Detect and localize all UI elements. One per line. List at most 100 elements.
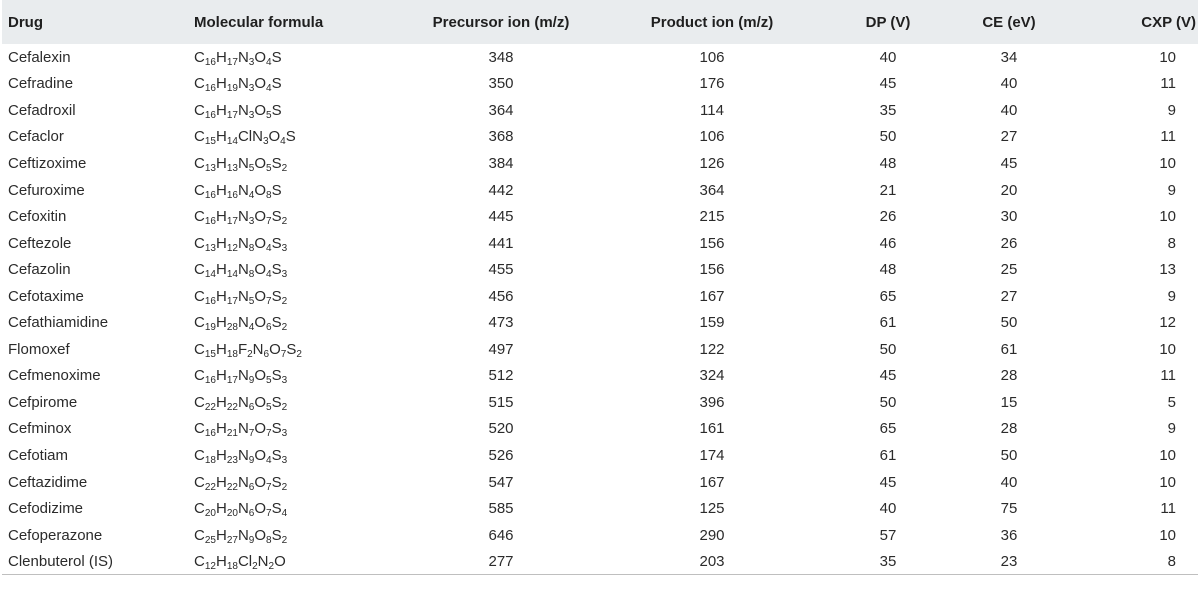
cell-ce: 23 bbox=[948, 548, 1070, 576]
formula-element: O bbox=[254, 75, 267, 93]
formula-subscript: 20 bbox=[204, 508, 216, 520]
formula-subscript: 7 bbox=[266, 481, 272, 493]
formula-element: C bbox=[194, 101, 205, 119]
formula-subscript: 25 bbox=[204, 534, 216, 546]
formula-element: S bbox=[271, 420, 282, 438]
cell-precursor-ion: 512 bbox=[488, 367, 514, 385]
cell-ce: 34 bbox=[1000, 48, 1018, 66]
formula-subscript: 7 bbox=[248, 428, 255, 440]
formula-element: N bbox=[237, 75, 249, 93]
cell-drug: Cefoperazone bbox=[8, 526, 103, 544]
formula-subscript: 5 bbox=[248, 295, 255, 307]
cell-drug: Cefadroxil bbox=[8, 101, 76, 119]
cell-drug: Cefradine bbox=[8, 75, 74, 93]
cell-precursor-ion: 441 bbox=[488, 234, 514, 252]
formula-subscript: 4 bbox=[266, 83, 272, 95]
cell-product-ion: 156 bbox=[699, 261, 725, 279]
formula-subscript: 8 bbox=[266, 189, 272, 201]
cell-ce: 15 bbox=[1000, 393, 1018, 411]
formula-element: Cl bbox=[237, 552, 253, 570]
cell-product-ion: 174 bbox=[699, 446, 725, 464]
cell-dp: 35 bbox=[879, 101, 897, 119]
formula-subscript: 2 bbox=[281, 481, 288, 493]
cell-cxp: 9 bbox=[1167, 287, 1176, 305]
formula-subscript: 9 bbox=[248, 534, 255, 546]
formula-element: H bbox=[215, 473, 227, 491]
cell-precursor-ion: 473 bbox=[488, 314, 514, 332]
formula-subscript: 2 bbox=[252, 560, 258, 572]
formula-subscript: 2 bbox=[281, 534, 288, 546]
formula-element: O bbox=[254, 473, 267, 491]
cell-drug: Cefotaxime bbox=[8, 287, 84, 305]
header-precursor-ion: Precursor ion (m/z) bbox=[432, 13, 570, 31]
cell-dp: 48 bbox=[879, 261, 897, 279]
cell-cxp: 11 bbox=[1160, 500, 1176, 518]
formula-subscript: 4 bbox=[280, 136, 286, 148]
cell-precursor-ion: 350 bbox=[488, 75, 514, 93]
formula-element: H bbox=[215, 154, 227, 172]
cell-drug: Clenbuterol (IS) bbox=[2, 548, 188, 576]
cell-product-ion: 125 bbox=[699, 500, 725, 518]
formula-element: S bbox=[271, 500, 282, 518]
cell-drug: Ceftazidime bbox=[8, 473, 88, 491]
cell-molecular-formula: C16H17N3O5S bbox=[188, 97, 406, 124]
formula-element: N bbox=[237, 393, 249, 411]
cell-molecular-formula: C16H21N7O7S3 bbox=[188, 416, 406, 443]
cell-cxp: 10 bbox=[1159, 208, 1176, 226]
formula-element: S bbox=[271, 526, 282, 544]
cell-dp: 65 bbox=[879, 420, 897, 438]
cell-precursor-ion: 442 bbox=[488, 181, 514, 199]
formula-subscript: 16 bbox=[204, 295, 216, 307]
formula-element: C bbox=[194, 234, 205, 252]
cell-product-ion: 159 bbox=[699, 314, 725, 332]
formula-element: O bbox=[254, 181, 267, 199]
cell-precursor-ion: 277 bbox=[406, 548, 596, 576]
cell-molecular-formula: C12H18Cl2N2O bbox=[188, 548, 406, 576]
formula-element: N bbox=[237, 314, 249, 332]
formula-element: H bbox=[215, 393, 227, 411]
formula-element: O bbox=[269, 340, 281, 358]
cell-molecular-formula: C16H17N3O7S2 bbox=[188, 203, 406, 230]
formula-element: C bbox=[194, 287, 205, 305]
cell-ce: 28 bbox=[1000, 367, 1018, 385]
table-row: Cefodizime C20H20N6O7S4 585 125 40 75 11 bbox=[2, 495, 1198, 522]
cell-drug: Ceftezole bbox=[8, 234, 72, 252]
formula-subscript: 8 bbox=[266, 534, 272, 546]
cell-dp: 26 bbox=[879, 208, 897, 226]
formula-subscript: 6 bbox=[266, 322, 272, 334]
formula-subscript: 23 bbox=[226, 454, 238, 466]
cell-drug: Flomoxef bbox=[8, 340, 70, 358]
cell-molecular-formula: C13H13N5O5S2 bbox=[188, 150, 406, 177]
formula-subscript: 4 bbox=[266, 269, 272, 281]
cell-ce: 40 bbox=[1000, 473, 1018, 491]
cell-ce: 27 bbox=[1000, 128, 1018, 146]
cell-dp: 45 bbox=[879, 367, 897, 385]
formula-subscript: 18 bbox=[226, 348, 238, 360]
cell-molecular-formula: C20H20N6O7S4 bbox=[188, 495, 406, 522]
cell-molecular-formula: C15H18F2N6O7S2 bbox=[188, 336, 406, 363]
header-dp: DP (V) bbox=[865, 13, 911, 31]
formula-element: N bbox=[237, 154, 249, 172]
cell-dp: 48 bbox=[879, 154, 897, 172]
formula-subscript: 2 bbox=[281, 162, 288, 174]
formula-subscript: 12 bbox=[226, 242, 238, 254]
cell-precursor-ion: 547 bbox=[488, 473, 514, 491]
cell-precursor-ion: 456 bbox=[488, 287, 514, 305]
formula-element: N bbox=[237, 420, 249, 438]
formula-subscript: 14 bbox=[226, 136, 238, 148]
formula-subscript: 6 bbox=[248, 508, 255, 520]
cell-molecular-formula: C18H23N9O4S3 bbox=[188, 442, 406, 469]
formula-element: C bbox=[194, 314, 205, 332]
formula-element: H bbox=[215, 181, 227, 199]
formula-element: C bbox=[194, 393, 205, 411]
cell-ce: 45 bbox=[1000, 154, 1018, 172]
formula-subscript: 14 bbox=[226, 269, 238, 281]
formula-subscript: 3 bbox=[281, 375, 288, 387]
cell-cxp: 9 bbox=[1167, 181, 1176, 199]
cell-drug: Cefpirome bbox=[8, 393, 78, 411]
formula-subscript: 8 bbox=[248, 242, 255, 254]
table-row: Cefoperazone C25H27N9O8S2 646 290 57 36 10 bbox=[2, 522, 1198, 549]
cell-dp: 40 bbox=[879, 500, 897, 518]
cell-ce: 50 bbox=[1000, 446, 1018, 464]
formula-element: C bbox=[194, 75, 205, 93]
